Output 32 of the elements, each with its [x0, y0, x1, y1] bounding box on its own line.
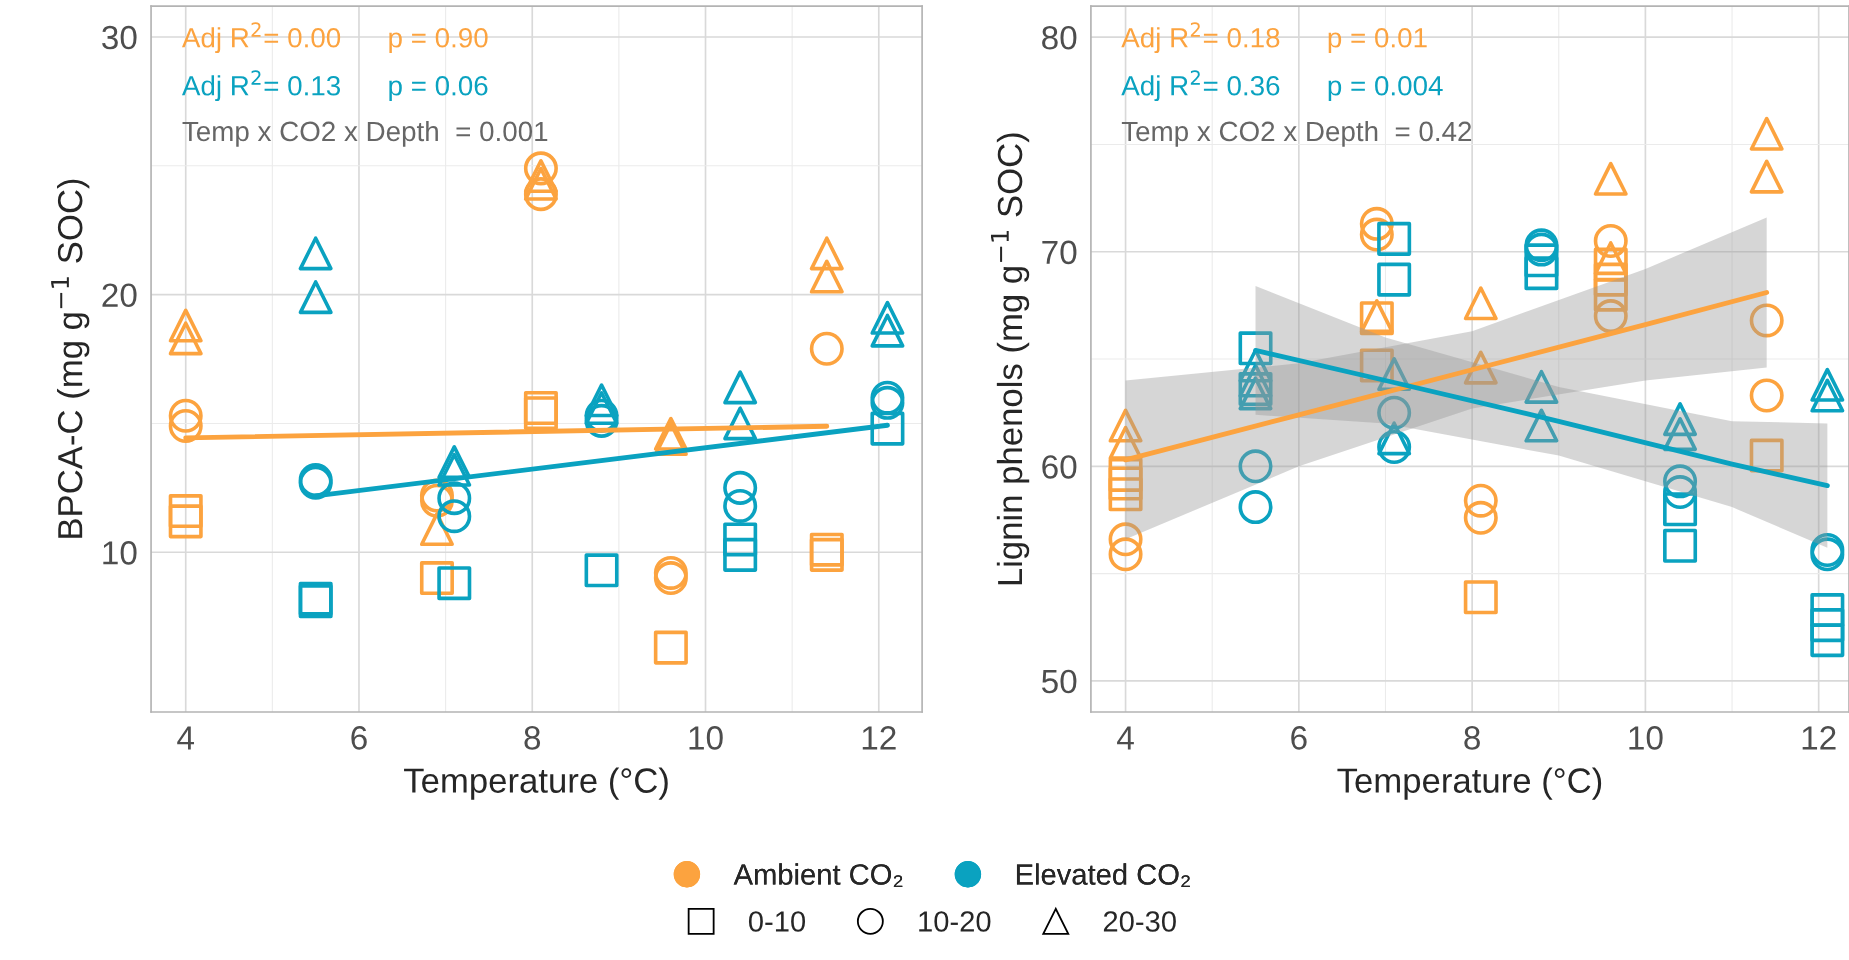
x-tick-label: 12: [1802, 726, 1836, 750]
annotation: Adj R$^{2}$= 0.00 p = 0.90: [181, 22, 488, 54]
annotation: Temp x CO2 x Depth = 0.42: [1121, 120, 1472, 147]
y-tick-label: 50: [1041, 669, 1077, 694]
x-axis-title: Temperature (°C): [1337, 767, 1602, 800]
x-tick-label: 6: [351, 726, 367, 750]
x-tick-label: 4: [1117, 726, 1134, 750]
y-axis-title: Lignin phenols (mg g$^{−1}$ SOC): [990, 133, 1030, 585]
text: 10-20: [919, 911, 991, 932]
x-tick-label: 8: [524, 726, 541, 750]
text: 0-10: [748, 911, 806, 932]
y-tick-label: 70: [1042, 240, 1077, 265]
x-axis-title: Temperature (°C): [404, 767, 668, 800]
y-tick-label: 10: [103, 541, 137, 565]
legend-label: Ambient CO₂: [733, 863, 903, 887]
x-tick-label: 8: [1464, 726, 1480, 750]
x-tick-label: 10: [1629, 726, 1663, 750]
annotation: Adj R$^{2}$= 0.36 p = 0.004: [1121, 70, 1443, 102]
y-tick-label: 80: [1042, 25, 1077, 50]
annotation: Temp x CO2 x Depth = 0.001: [182, 120, 548, 147]
y-tick-label: 60: [1042, 455, 1077, 479]
x-tick-label: 12: [862, 726, 896, 750]
annotation: Adj R$^{2}$= 0.18 p = 0.01: [1121, 22, 1427, 54]
x-tick-label: 4: [177, 726, 195, 750]
text: 20-30: [1103, 911, 1176, 932]
y-tick-label: 20: [102, 283, 137, 308]
annotation: Adj R$^{2}$= 0.13 p = 0.06: [181, 70, 488, 102]
y-axis-title: BPCA-C (mg g$^{−1}$ SOC): [51, 179, 90, 538]
legend-label: Elevated CO₂: [1016, 863, 1190, 887]
y-tick-label: 30: [102, 25, 137, 50]
x-tick-label: 10: [689, 726, 723, 750]
x-tick-label: 6: [1291, 726, 1307, 750]
